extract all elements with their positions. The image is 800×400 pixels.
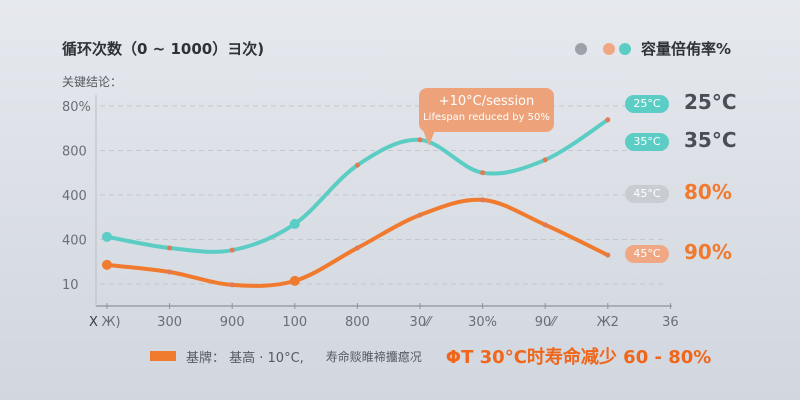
data-point <box>354 162 360 168</box>
data-point <box>167 269 173 275</box>
data-point <box>354 245 360 251</box>
y-tick-label: 800 <box>62 145 87 160</box>
callout: +10°C/session Lifespan reduced by 50% <box>419 88 554 146</box>
data-point <box>167 245 173 251</box>
data-point <box>542 222 548 228</box>
footer-note: 寿命赕睢褅攟癋况 <box>325 349 422 364</box>
y-tick-label: 10 <box>62 278 79 293</box>
chart-subtitle: 关键结论： <box>62 75 123 89</box>
data-point <box>542 157 548 163</box>
temp-pill: 25°C <box>625 95 669 113</box>
x-tick-label: 900 <box>220 315 245 330</box>
x-tick-label: 800 <box>345 315 370 330</box>
series-line-0 <box>105 117 610 254</box>
x-tick-label: 90⁄⁄ <box>535 315 559 330</box>
chart-title: 循环次数（0 ~ 1000）ヨ次) <box>62 40 265 58</box>
data-point <box>480 197 486 203</box>
temp-pill: 45°C <box>625 185 669 203</box>
right-value-label: 25°C <box>684 90 737 114</box>
x-tick-label: Ж) <box>101 315 120 330</box>
x-tick-label: Ж2 <box>597 315 619 330</box>
data-point <box>605 117 611 123</box>
y-tick-label: 400 <box>62 189 87 204</box>
x-axis-label: X <box>89 315 98 330</box>
data-point <box>605 252 611 258</box>
temp-pill: 35°C <box>625 133 669 151</box>
footer: 基牌： 基高 · 10°C, 寿命赕睢褅攟癋况 ΦT 30°C时寿命减少 60 … <box>150 343 711 369</box>
legend-dot-orange <box>603 42 615 55</box>
legend-label: 容量倍侑率% <box>641 40 732 58</box>
right-value-label: 80% <box>684 180 732 204</box>
data-point <box>417 137 423 143</box>
footer-legend-label: 基牌： 基高 · 10°C, <box>186 350 304 366</box>
legend-dot-gray <box>575 42 587 55</box>
data-point <box>480 170 486 176</box>
data-point <box>289 275 300 286</box>
data-point <box>417 212 423 218</box>
series-line-1 <box>105 197 610 288</box>
data-point <box>229 247 235 253</box>
footer-swatch <box>150 351 176 361</box>
x-tick-label: 36 <box>662 315 679 330</box>
x-tick-label: 30⁄⁄ <box>410 315 434 330</box>
callout-pointer <box>423 130 435 146</box>
legend: 容量倍侑率% <box>575 38 731 59</box>
y-tick-label: 80% <box>62 100 91 115</box>
data-point <box>102 231 112 242</box>
legend-dot-teal <box>619 42 631 55</box>
data-point <box>102 259 112 270</box>
x-tick-label: 100 <box>282 315 307 330</box>
x-tick-label: 300 <box>157 315 182 330</box>
right-value-label: 35°C <box>684 128 737 152</box>
callout-title: +10°C/session <box>438 94 535 109</box>
temp-pill: 45°C <box>625 245 669 263</box>
footer-highlight: ΦT 30°C时寿命减少 60 - 80% <box>445 347 712 368</box>
data-point <box>289 218 300 229</box>
x-tick-label: 30% <box>468 315 497 330</box>
data-point <box>229 282 235 288</box>
right-value-label: 90% <box>684 240 732 264</box>
y-tick-label: 400 <box>62 234 87 249</box>
callout-text: Lifespan reduced by 50% <box>423 112 550 123</box>
